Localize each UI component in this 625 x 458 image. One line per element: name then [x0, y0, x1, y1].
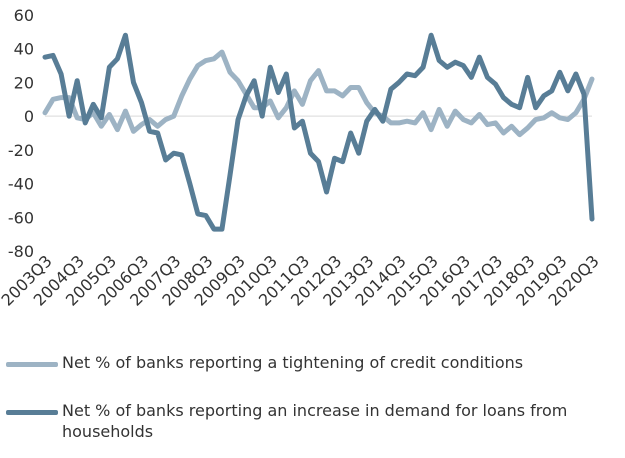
series-line-tightening	[42, 49, 595, 138]
y-tick-label: -60	[8, 208, 34, 227]
line-chart: 60 40 20 0 -20 -40 -60 -80 2003Q32004Q32005Q320…	[0, 6, 603, 310]
y-tick-label: 0	[24, 107, 34, 126]
legend: Net % of banks reporting a tightening of…	[6, 352, 621, 452]
x-axis: 2003Q32004Q32005Q32006Q32007Q32008Q32009…	[0, 251, 603, 309]
y-axis: 60 40 20 0 -20 -40 -60 -80	[8, 6, 34, 261]
y-tick-label: -80	[8, 242, 34, 261]
legend-item-demand: Net % of banks reporting an increase in …	[6, 398, 616, 444]
legend-swatch-demand	[6, 410, 58, 415]
y-tick-label: 40	[14, 40, 34, 59]
y-tick-label: -40	[8, 175, 34, 194]
series-line-demand	[42, 32, 595, 232]
y-tick-label: 20	[14, 73, 34, 92]
y-tick-label: -20	[8, 141, 34, 160]
y-tick-label: 60	[14, 6, 34, 25]
legend-label-demand: Net % of banks reporting an increase in …	[62, 401, 568, 441]
legend-swatch-tightening	[6, 362, 58, 367]
legend-label-tightening: Net % of banks reporting a tightening of…	[62, 353, 524, 372]
series-lines	[42, 32, 595, 232]
legend-item-tightening: Net % of banks reporting a tightening of…	[6, 352, 616, 376]
